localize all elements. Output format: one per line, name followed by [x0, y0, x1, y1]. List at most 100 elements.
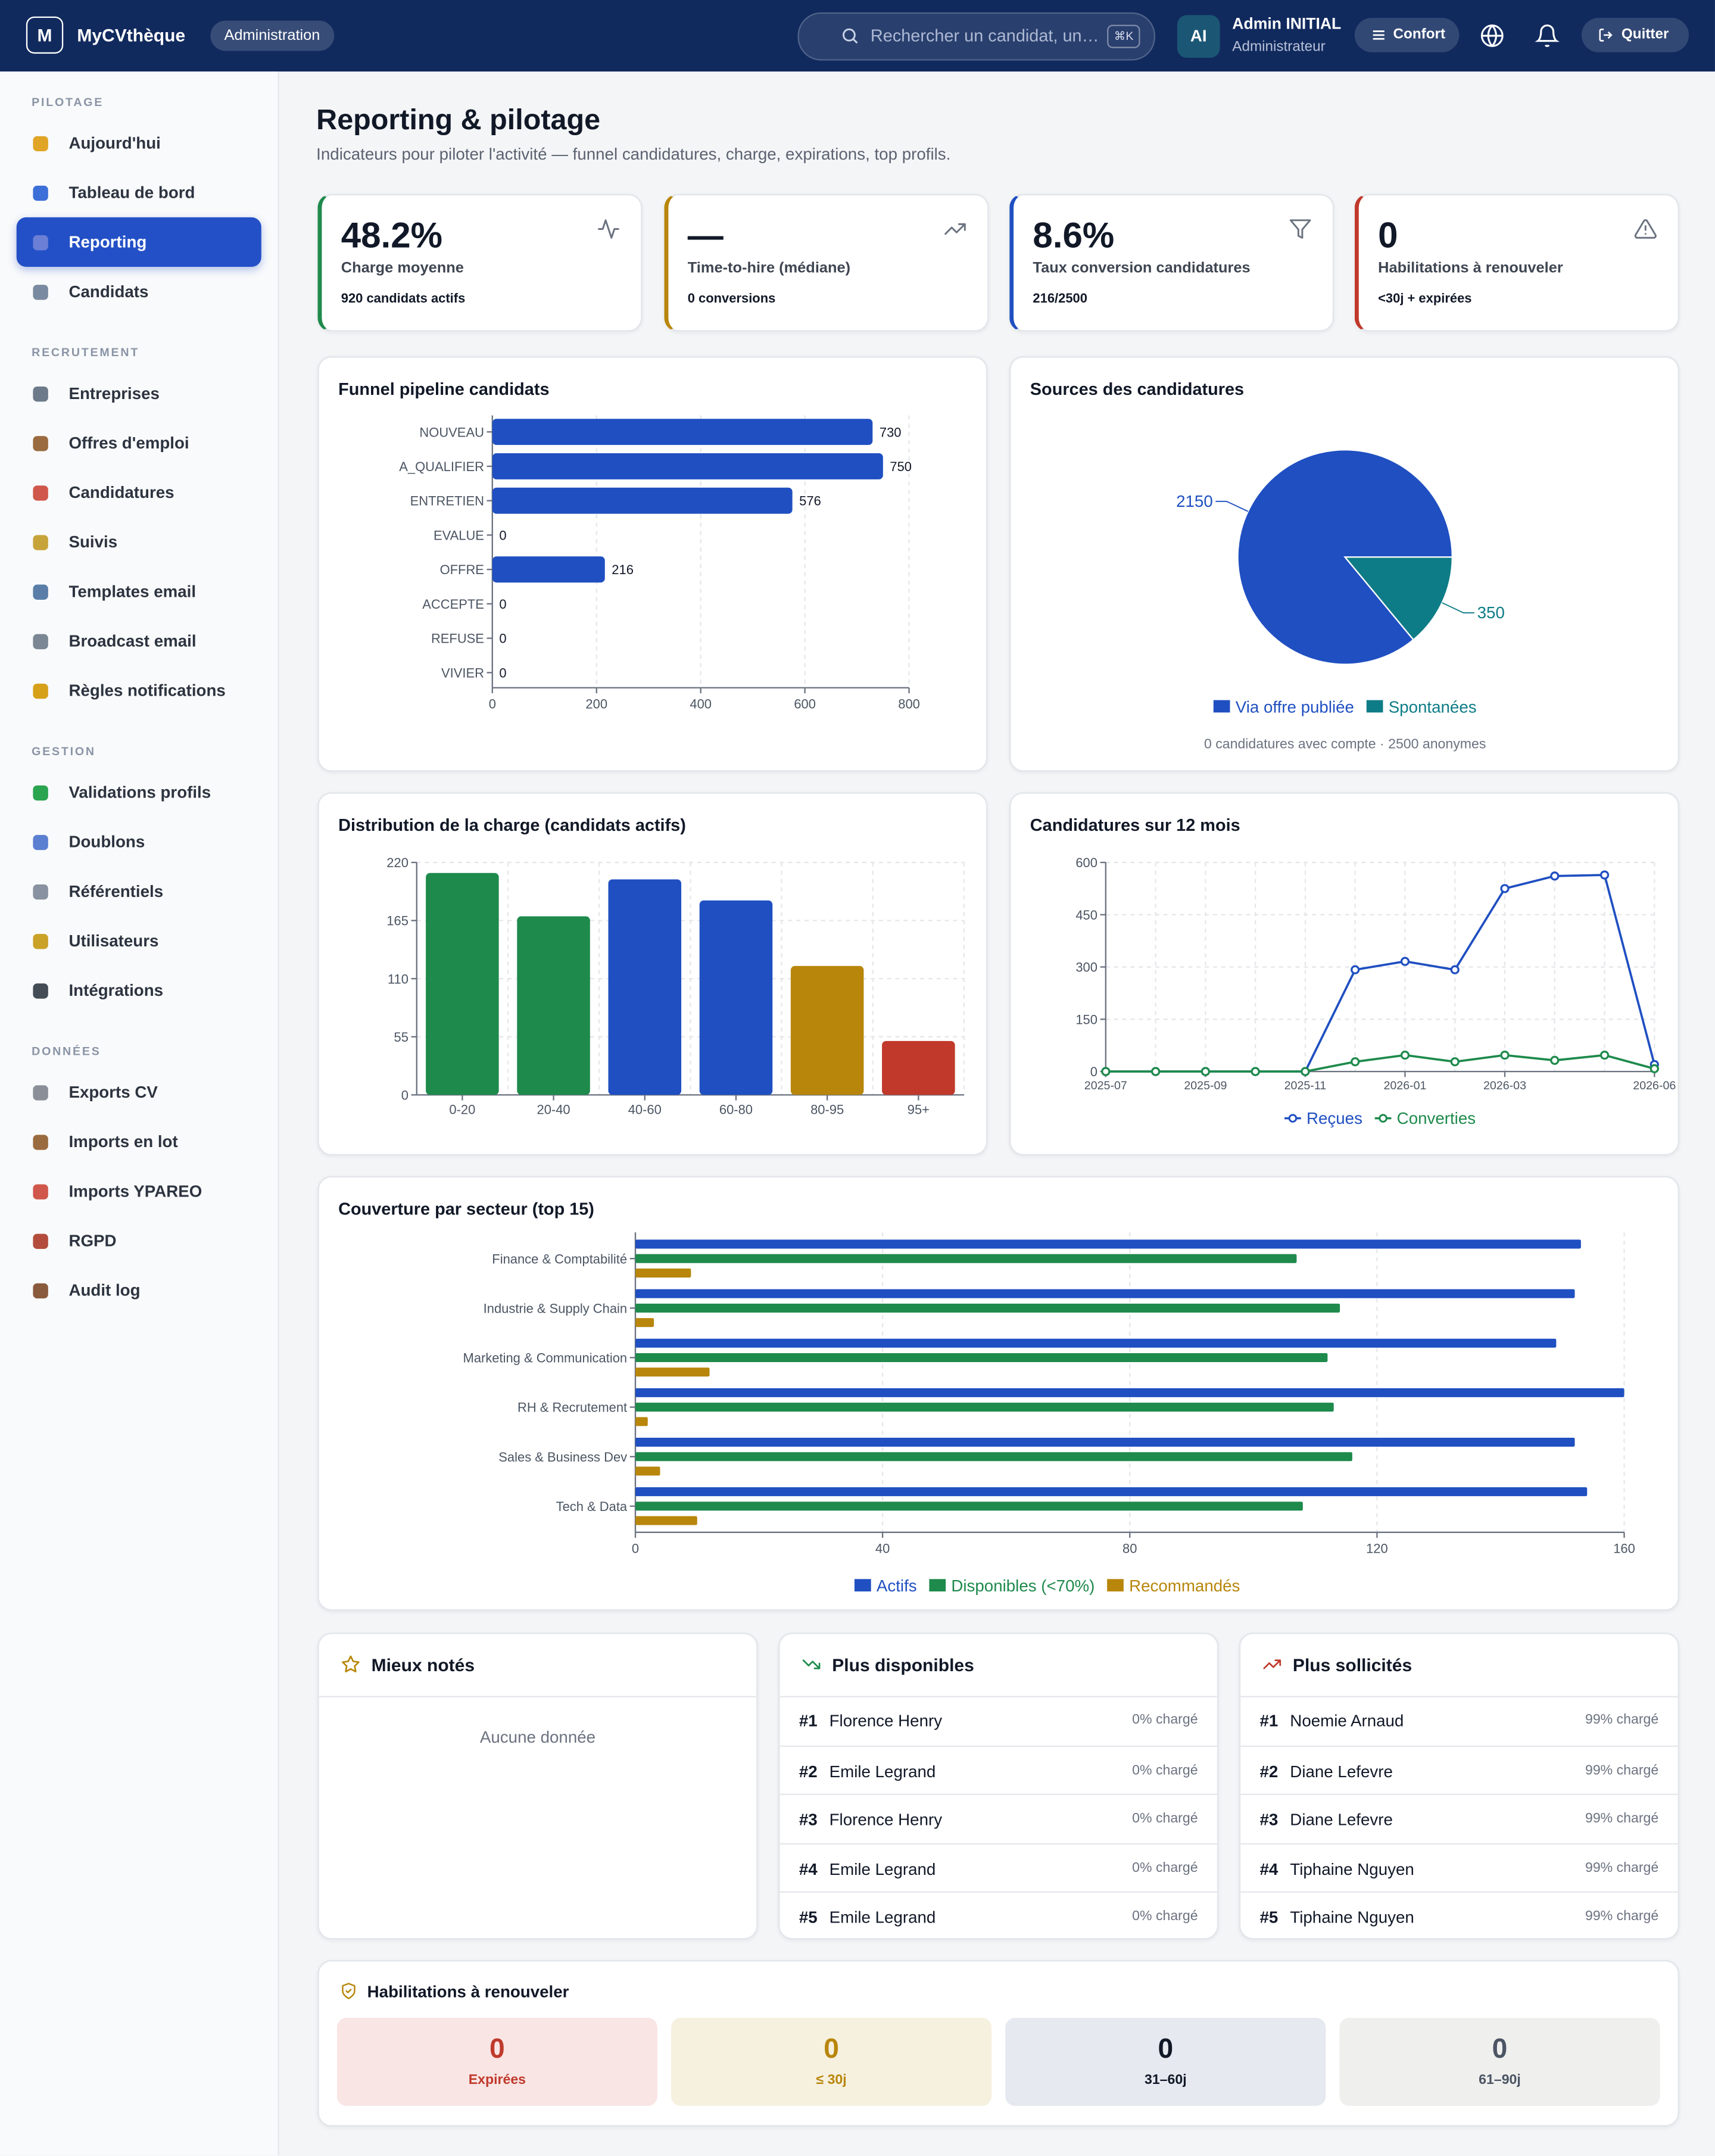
rank: #2	[1259, 1761, 1279, 1781]
kpi-card: 8.6% Taux conversion candidatures 216/2500	[1009, 194, 1334, 332]
list-row[interactable]: #3 Diane Lefevre 99% chargé	[1240, 1793, 1678, 1844]
list-row[interactable]: #5 Emile Legrand 0% chargé	[779, 1891, 1217, 1939]
point	[1450, 965, 1460, 974]
nav-item[interactable]: Validations profils	[17, 768, 261, 817]
value-label: 0	[499, 597, 506, 612]
bar	[635, 1516, 697, 1525]
nav-item[interactable]: Suivis	[17, 517, 261, 566]
quit-button[interactable]: Quitter	[1581, 18, 1689, 52]
notifications-button[interactable]	[1535, 23, 1560, 48]
nav-item[interactable]: Imports en lot	[17, 1117, 261, 1166]
tile-value: 0	[489, 2034, 505, 2065]
list-card: Plus disponibles #1 Florence Henry 0% charg…	[778, 1632, 1219, 1940]
list-row[interactable]: #4 Tiphaine Nguyen 99% chargé	[1240, 1842, 1678, 1893]
section-badge: Administration	[210, 20, 334, 51]
kpi-value: 48.2%	[341, 214, 443, 256]
point	[1351, 1057, 1360, 1067]
point	[1550, 1055, 1560, 1065]
list-row[interactable]: #5 Tiphaine Nguyen 99% chargé	[1240, 1891, 1678, 1939]
kpi-value: 0	[1378, 214, 1398, 256]
bar	[635, 1403, 1334, 1412]
candidate-name: Emile Legrand	[829, 1908, 936, 1927]
nav-label: Reporting	[68, 232, 147, 252]
nav-label: Broadcast email	[68, 631, 197, 651]
bar	[635, 1338, 1557, 1348]
bar	[635, 1289, 1575, 1298]
bar	[635, 1417, 648, 1426]
nav-item[interactable]: Templates email	[17, 567, 261, 616]
bar	[517, 916, 590, 1095]
list-row[interactable]: #3 Florence Henry 0% chargé	[779, 1793, 1217, 1844]
icon-shape	[843, 28, 856, 42]
point	[1550, 871, 1560, 881]
nav-item[interactable]: Broadcast email	[17, 616, 261, 666]
nav-icon	[33, 634, 48, 650]
nav-item[interactable]: Candidats	[17, 267, 261, 316]
value-label: 576	[799, 494, 821, 509]
nav-item[interactable]: Reporting	[16, 217, 261, 267]
icon	[802, 1659, 821, 1669]
tile-label: ≤ 30j	[816, 2073, 847, 2088]
list-row[interactable]: #2 Emile Legrand 0% chargé	[779, 1744, 1217, 1795]
x-tick-label: 2026-01	[1383, 1079, 1426, 1092]
candidate-name: Diane Lefevre	[1290, 1761, 1393, 1781]
nav-item[interactable]: Offres d'emploi	[17, 418, 261, 468]
nav-label: Exports CV	[68, 1082, 158, 1102]
candidate-name: Emile Legrand	[829, 1859, 936, 1878]
y-tick-label: RH & Recrutement	[517, 1400, 627, 1415]
nav-label: Imports YPAREO	[68, 1181, 202, 1201]
nav-item[interactable]: Imports YPAREO	[17, 1166, 261, 1216]
list-row[interactable]: #1 Noemie Arnaud 99% chargé	[1240, 1696, 1677, 1745]
nav-item[interactable]: Entreprises	[17, 369, 261, 418]
legend-marker	[929, 1579, 946, 1592]
nav-item[interactable]: Règles notifications	[17, 666, 261, 715]
nav-item[interactable]: Doublons	[17, 817, 261, 867]
search-box[interactable]: Rechercher un candidat, un… ⌘K	[797, 12, 1155, 61]
nav-item[interactable]: Audit log	[17, 1266, 261, 1315]
x-tick-label: 40-60	[628, 1102, 662, 1117]
bar	[492, 556, 605, 583]
kpi-card: 0 Habilitations à renouveler <30j + expiré…	[1354, 194, 1679, 332]
y-tick-label: 0	[401, 1088, 409, 1102]
nav-icon	[33, 1135, 48, 1150]
mode-button[interactable]: Confort	[1354, 18, 1460, 52]
icon-shape	[1599, 29, 1613, 42]
list-row[interactable]: #4 Emile Legrand 0% chargé	[779, 1842, 1217, 1893]
language-button[interactable]	[1480, 23, 1505, 48]
legend-label: Spontanées	[1389, 697, 1477, 716]
empty-state: Aucune donnée	[479, 1727, 596, 1747]
avatar[interactable]: AI	[1177, 15, 1220, 58]
logo[interactable]: M	[26, 16, 64, 54]
nav-label: Référentiels	[68, 881, 164, 901]
y-tick-label: Marketing & Communication	[463, 1351, 628, 1366]
nav-item[interactable]: Aujourd'hui	[17, 119, 261, 168]
x-tick-label: 20-40	[537, 1102, 570, 1117]
chart: Sources des candidatures 2150 350 Via offre…	[1030, 380, 1505, 752]
nav-item[interactable]: Exports CV	[17, 1067, 261, 1117]
bar	[492, 419, 873, 445]
bar	[635, 1388, 1624, 1397]
value-label: 216	[612, 562, 634, 577]
y-tick-label: 150	[1075, 1012, 1097, 1027]
nav-item[interactable]: Candidatures	[17, 468, 261, 517]
x-tick-label: 400	[690, 696, 712, 711]
nav-item[interactable]: Référentiels	[17, 867, 261, 916]
y-tick-label: Tech & Data	[556, 1499, 628, 1514]
nav-item[interactable]: Tableau de bord	[17, 168, 261, 217]
list-row[interactable]: #2 Diane Lefevre 99% chargé	[1240, 1744, 1678, 1795]
quit-label: Quitter	[1621, 26, 1669, 43]
app-name[interactable]: MyCVthèque	[77, 24, 186, 46]
rank: #5	[799, 1908, 818, 1927]
list-row[interactable]: #1 Florence Henry 0% chargé	[779, 1696, 1217, 1745]
x-tick-label: 2025-07	[1084, 1079, 1127, 1092]
nav-item[interactable]: RGPD	[17, 1216, 261, 1266]
nav-item[interactable]: Utilisateurs	[17, 916, 261, 965]
chart: Distribution de la charge (candidats act…	[338, 816, 965, 1117]
icon	[598, 219, 619, 239]
icon	[342, 1983, 356, 1999]
nav-icon	[33, 185, 48, 201]
candidate-name: Emile Legrand	[829, 1761, 936, 1781]
nav-item[interactable]: Intégrations	[17, 965, 261, 1015]
